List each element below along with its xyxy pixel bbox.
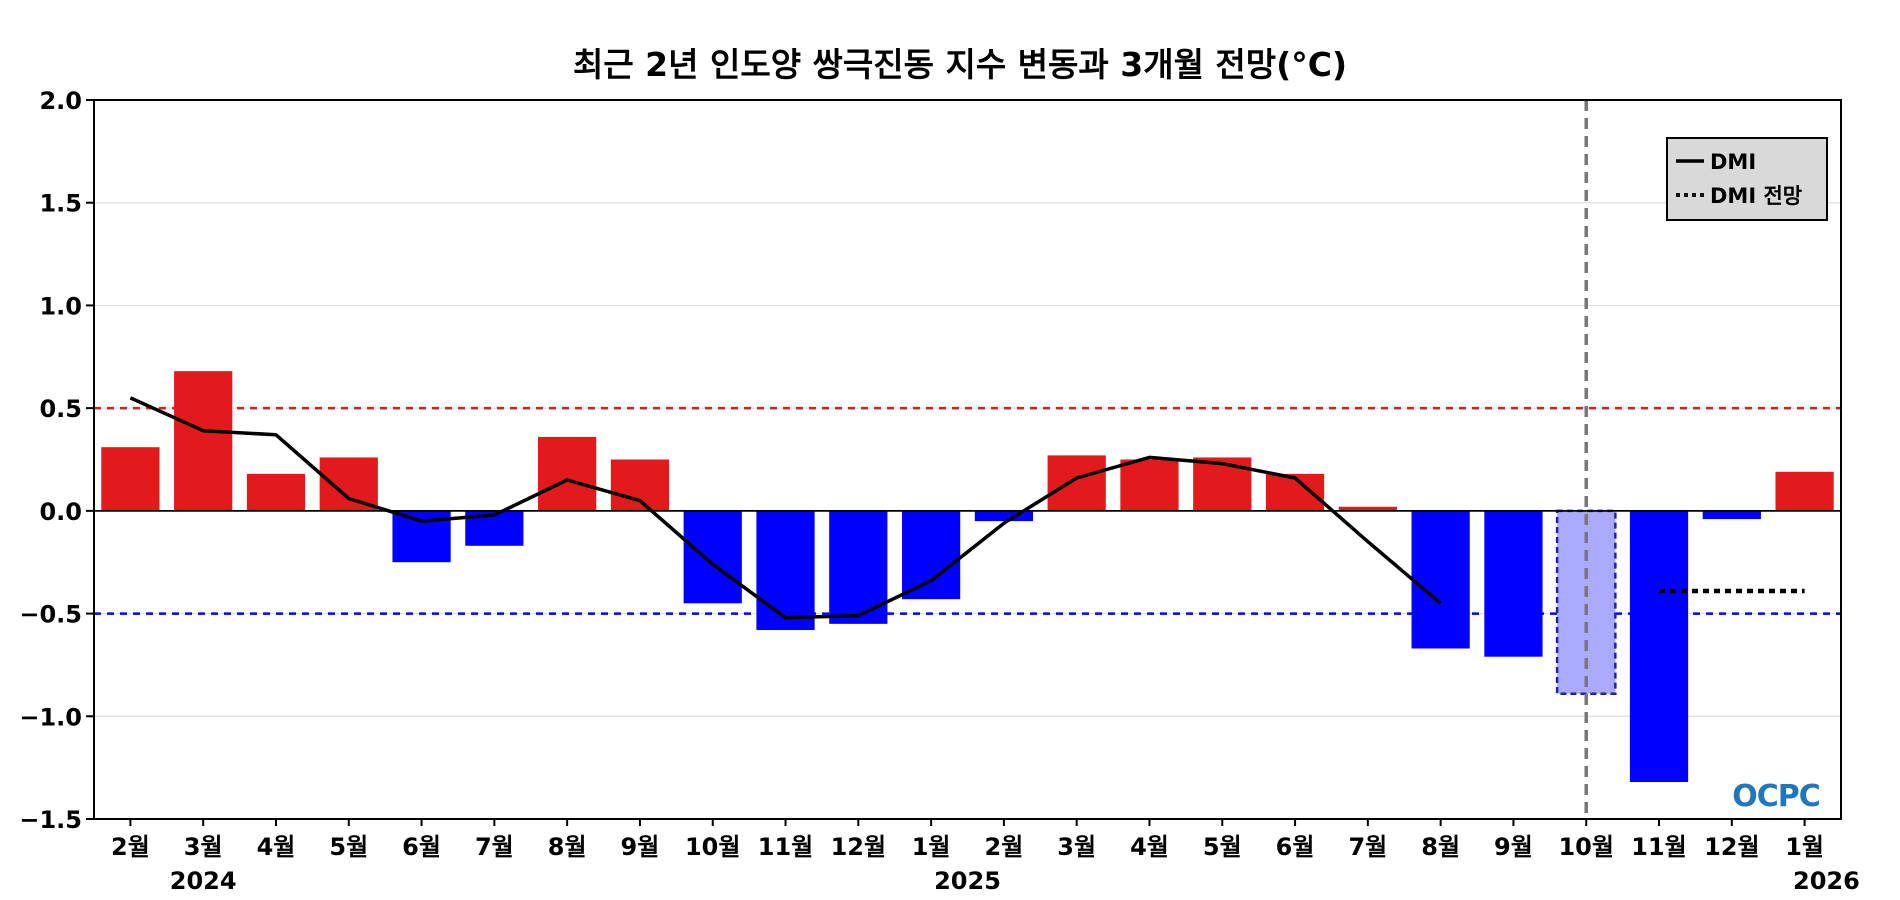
- bar: [246, 473, 306, 511]
- x-tick-label: 12월: [1704, 833, 1759, 861]
- bar: [1338, 506, 1397, 511]
- y-tick-label: 0.0: [39, 498, 82, 526]
- dmi-lines: [129, 396, 1805, 620]
- y-axis: 2.0 1.5 1.0 0.5 0.0 −0.5 −1.0 −1.5: [19, 87, 94, 834]
- x-tick-label: 11월: [758, 833, 813, 861]
- x-tick-label: 8월: [548, 833, 587, 861]
- x-tick-label: 10월: [1558, 833, 1613, 861]
- bar: [174, 371, 233, 511]
- x-tick-label: 1월: [912, 833, 951, 861]
- series-dmi-line: [129, 396, 1442, 620]
- chart-title: 최근 2년 인도양 쌍극진동 지수 변동과 3개월 전망(°C): [573, 45, 1347, 84]
- x-tick-label: 7월: [1348, 833, 1387, 861]
- bar: [1702, 510, 1761, 520]
- x-tick-label: 8월: [1421, 833, 1460, 861]
- bar: [101, 447, 160, 511]
- year-label: 2024: [170, 867, 237, 895]
- bar: [1629, 510, 1689, 783]
- x-tick-label: 12월: [831, 833, 886, 861]
- bar: [1411, 510, 1470, 649]
- y-tick-label: 0.5: [39, 395, 82, 423]
- bar: [319, 457, 378, 511]
- x-tick-label: 5월: [1203, 833, 1242, 861]
- bar: [1120, 459, 1179, 511]
- y-tick-label: −1.0: [19, 703, 82, 731]
- plot-frame: [93, 99, 1842, 820]
- x-tick-label: 11월: [1631, 833, 1686, 861]
- x-tick-label: 1월: [1785, 833, 1824, 861]
- legend-label-dmi: DMI: [1710, 150, 1756, 174]
- bar: [1484, 510, 1543, 657]
- x-tick-label: 3월: [1057, 833, 1096, 861]
- x-tick-label: 9월: [621, 833, 660, 861]
- bar: [610, 459, 670, 511]
- x-tick-label: 5월: [329, 833, 368, 861]
- legend: DMI DMI 전망: [1666, 137, 1828, 221]
- x-axis: 2월 3월 4월 5월 6월 7월 8월 9월 10월 11월 12월 1월 2월 3월 4월 5월 6월 7월 8…: [111, 819, 1860, 895]
- x-tick-label: 4월: [1130, 833, 1169, 861]
- bars: [101, 371, 1834, 783]
- bar: [1047, 455, 1106, 511]
- ocpc-logo: OCPC: [1732, 779, 1821, 814]
- x-tick-label: 2월: [111, 833, 150, 861]
- bar: [756, 510, 815, 631]
- bar: [683, 510, 742, 604]
- x-tick-label: 3월: [184, 833, 223, 861]
- x-tick-label: 4월: [257, 833, 296, 861]
- x-tick-label: 9월: [1494, 833, 1533, 861]
- x-tick-label: 7월: [475, 833, 514, 861]
- bar: [974, 510, 1034, 522]
- bar: [1193, 457, 1252, 511]
- legend-label-forecast: DMI 전망: [1710, 184, 1802, 208]
- y-tick-label: 1.0: [39, 292, 82, 320]
- bar: [1775, 471, 1834, 511]
- svg-text:OCPC: OCPC: [1732, 779, 1820, 814]
- y-tick-label: 2.0: [39, 87, 82, 115]
- year-label: 2025: [934, 867, 1001, 895]
- y-tick-label: −0.5: [19, 601, 82, 629]
- x-tick-label: 6월: [402, 833, 441, 861]
- legend-box: [1666, 137, 1828, 221]
- y-tick-label: 1.5: [39, 190, 82, 218]
- x-tick-label: 6월: [1276, 833, 1315, 861]
- x-tick-label: 10월: [685, 833, 740, 861]
- threshold-lines: [94, 406, 1841, 615]
- x-tick-label: 2월: [985, 833, 1024, 861]
- year-label: 2026: [1793, 867, 1860, 895]
- y-tick-label: −1.5: [19, 806, 82, 834]
- bar: [538, 436, 597, 511]
- bar: [901, 510, 961, 600]
